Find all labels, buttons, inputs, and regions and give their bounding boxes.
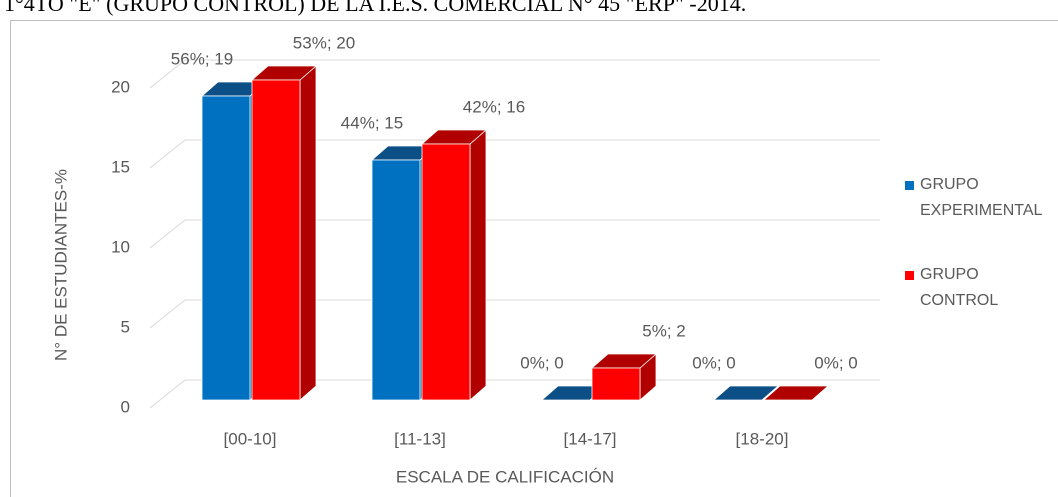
y-tick-label: 20 <box>111 77 130 96</box>
data-label: 42%; 16 <box>463 97 525 116</box>
grid-line <box>149 59 880 89</box>
grid-line <box>149 139 880 169</box>
y-axis-title: N° DE ESTUDIANTES-% <box>51 169 70 361</box>
data-label: 5%; 2 <box>642 321 685 340</box>
data-label: 0%; 0 <box>814 353 857 372</box>
legend: GRUPO EXPERIMENTAL GRUPO CONTROL <box>905 172 1055 352</box>
data-label: 53%; 20 <box>293 33 355 52</box>
x-tick-label: [00-10] <box>224 429 277 448</box>
bar <box>250 65 318 401</box>
data-label: 44%; 15 <box>341 113 403 132</box>
legend-label: GRUPO CONTROL <box>920 266 999 309</box>
bar <box>420 129 488 401</box>
bar <box>762 385 830 401</box>
x-axis-title: ESCALA DE CALIFICACIÓN <box>396 467 614 486</box>
bar-face <box>371 159 421 401</box>
bar-face <box>201 95 251 401</box>
grid-line <box>149 219 880 249</box>
legend-swatch <box>905 271 914 280</box>
grid-line <box>149 299 880 329</box>
bar-face <box>299 65 317 401</box>
legend-swatch <box>905 181 914 190</box>
chart-title: 1°4TO "E" (GRUPO CONTROL) DE LA I.E.S. C… <box>4 0 746 16</box>
bar-face <box>251 79 301 401</box>
chart-border <box>10 20 1058 497</box>
bar <box>590 353 658 401</box>
bar <box>712 385 780 401</box>
x-tick-label: [18-20] <box>736 429 789 448</box>
data-label: 56%; 19 <box>171 49 233 68</box>
data-label: 0%; 0 <box>520 353 563 372</box>
bar-face <box>421 143 471 401</box>
legend-label: GRUPO EXPERIMENTAL <box>920 176 1043 219</box>
x-tick-label: [11-13] <box>394 429 446 448</box>
y-tick-label: 5 <box>121 317 130 336</box>
y-tick-label: 0 <box>121 397 130 416</box>
legend-item: GRUPO CONTROL <box>905 262 1055 314</box>
bar-face <box>469 129 487 401</box>
data-label: 0%; 0 <box>692 353 735 372</box>
y-tick-label: 15 <box>111 157 130 176</box>
bar-face <box>591 367 641 401</box>
x-tick-label: [14-17] <box>564 429 617 448</box>
y-tick-label: 10 <box>111 237 130 256</box>
bar-face <box>762 385 830 401</box>
legend-item: GRUPO EXPERIMENTAL <box>905 172 1055 224</box>
bar-face <box>712 385 780 401</box>
